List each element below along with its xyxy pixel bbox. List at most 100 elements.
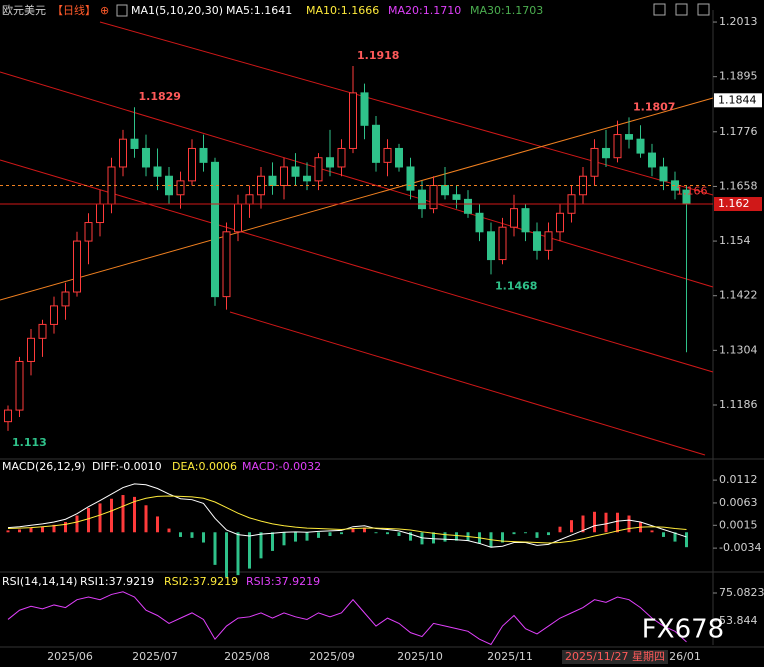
candle-body [326,157,334,168]
candle-body [50,305,58,325]
channel-line [229,311,706,456]
price-box [714,93,762,108]
candle-body [199,147,208,163]
y-tick-label: 75.0823 [719,586,764,599]
ma-params: MA1(5,10,20,30) [131,4,223,17]
price-box-label: 1.162 [718,197,750,210]
y-tick-label: 1.1776 [719,125,758,138]
candle-body [188,147,196,182]
candle-body [73,240,81,293]
indicator-label: DEA:0.0006 [172,460,237,473]
candle-body [498,226,507,261]
candle-body [268,175,277,186]
candle-body [4,409,12,423]
candle-body [61,291,70,307]
x-tick-label: 2025/06 [47,650,93,663]
candle-body [418,189,426,210]
candle-body [372,124,380,163]
candle-body [234,203,242,233]
y-tick-label: 0.0112 [719,473,758,486]
x-tick-label: 2025/07 [132,650,178,663]
extreme-label: 1.1807 [633,100,675,113]
candle-body [96,203,104,224]
add-icon[interactable]: ⊕ [100,4,109,17]
candle-body [360,92,369,126]
x-tick-label: 2025/11/27 星期四 [565,650,665,663]
y-tick-label: 1.1895 [719,70,758,83]
trend-line [0,97,714,301]
extreme-label: 1.1829 [139,90,181,103]
indicator-label: MACD:-0.0032 [242,460,321,473]
ma10: MA10:1.1666 [306,4,379,17]
candle-body [15,360,24,411]
y-tick-label: 0.0063 [719,496,758,509]
macd-line [7,495,687,544]
indicator-icon[interactable] [116,4,128,17]
rsi-line [7,591,687,646]
candle-body [636,138,645,154]
x-tick-label: 2025/09 [309,650,355,663]
extreme-label: 1.1468 [495,279,537,292]
cursor-label: 1.166 [676,184,708,197]
candle-body [84,222,93,242]
y-tick-label: 53.844 [719,614,758,627]
candle-body [544,231,553,251]
candle-body [475,212,484,233]
candle-body [510,208,518,228]
channel-line [0,71,714,288]
candle-body [303,175,311,182]
candle-body [349,92,357,149]
indicator-label: RSI(14,14,14) [2,575,77,588]
symbol: 欧元美元 [2,4,46,17]
candle-body [211,161,219,298]
candle-body [176,180,185,196]
candle-body [602,147,610,159]
extreme-label: 1.113 [12,436,47,449]
candle-body [119,138,127,168]
candle-body [142,147,150,168]
candle-body [406,166,415,191]
x-tick-label: 2025/08 [224,650,270,663]
candle-body [487,231,495,261]
x-tick-label: 2025/11 [487,650,533,663]
indicator-label: MACD(26,12,9) [2,460,86,473]
candle-body [441,184,449,196]
candle-body [625,134,633,140]
candle-body [383,147,392,163]
candle-body [291,166,300,177]
ma20: MA20:1.1710 [388,4,461,17]
candle-body [590,147,599,177]
indicator-label: RSI2:37.9219 [164,575,238,588]
extreme-label: 1.1918 [357,49,399,62]
y-tick-label: 1.1658 [719,179,758,192]
cursor-date-box [562,650,668,664]
y-tick-label: -0.0034 [719,541,761,554]
candle-body [280,166,288,186]
ma5: MA5:1.1641 [226,4,292,17]
y-tick-label: 1.1304 [719,343,758,356]
channel-line [99,21,714,196]
x-tick-label: 26/01 [669,650,701,663]
candle-body [452,194,461,200]
candle-body [521,208,530,233]
candle-body [533,231,541,251]
y-tick-label: 1.1422 [719,289,758,302]
y-tick-label: 1.2013 [719,15,758,28]
price-box-label: 1.1844 [718,93,757,106]
period[interactable]: 【日线】 [52,3,96,17]
window-button[interactable] [675,3,688,16]
candle-body [659,166,668,182]
window-button[interactable] [653,3,666,16]
candle-body [38,323,47,339]
price-box [714,197,762,212]
y-tick-label: 0.0015 [719,518,758,531]
candle-body [556,212,564,233]
trend-lines [0,21,714,456]
indicator-label: RSI1:37.9219 [80,575,154,588]
candle-body [222,231,231,298]
channel-line [0,159,714,373]
plot-area: 1.2013 1.1895 1.1776 1.1658 1.154 1.1422 1.130… [0,15,764,664]
window-button[interactable] [697,3,710,16]
